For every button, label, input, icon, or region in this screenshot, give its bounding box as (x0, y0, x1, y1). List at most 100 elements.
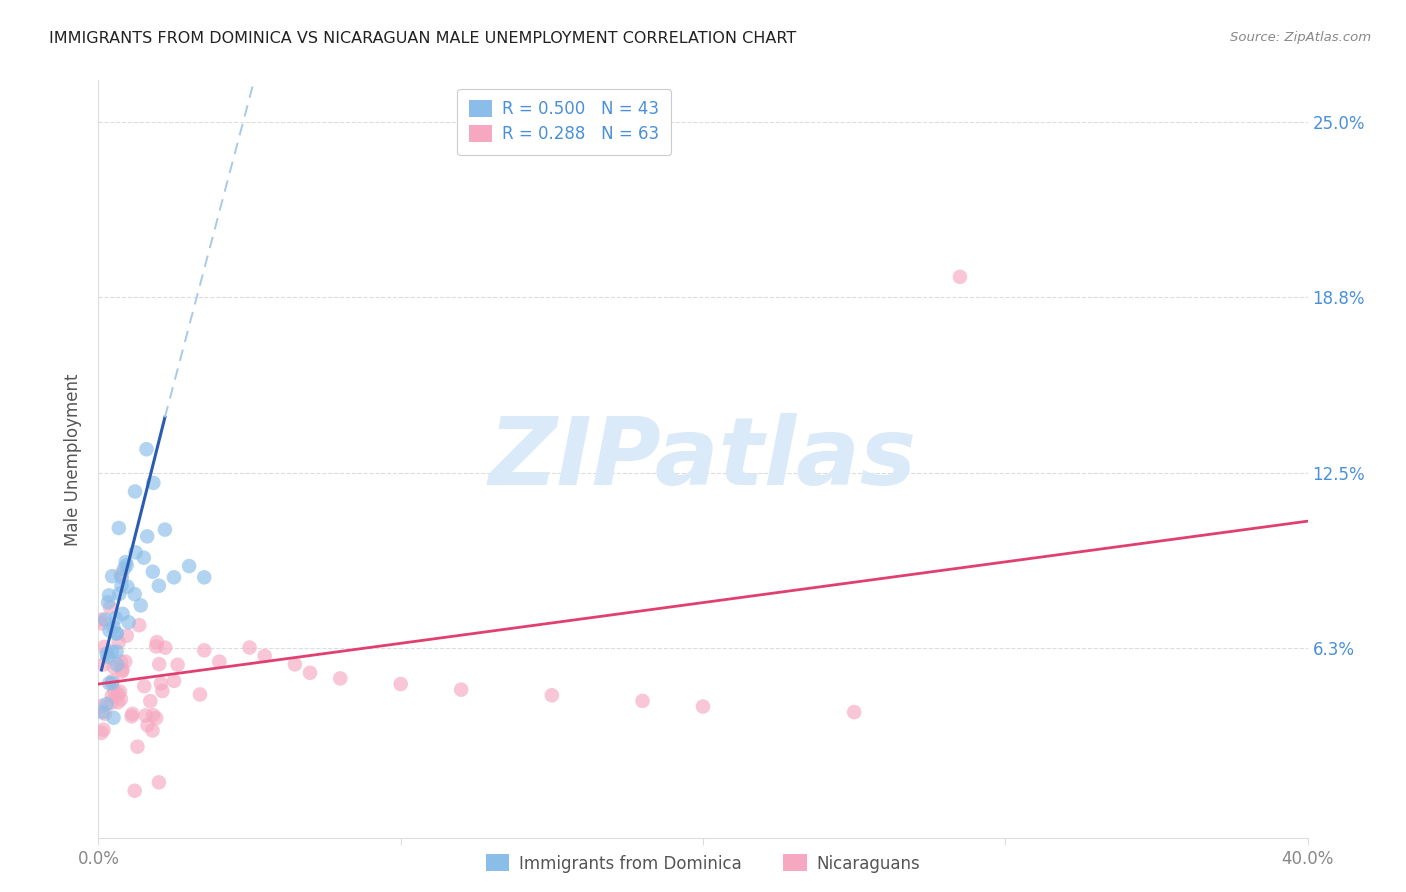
Point (103, 684, 125, 698)
Point (115, 558, 138, 573)
Point (136, 529, 159, 543)
Point (124, 484, 146, 499)
Point (101, 569, 124, 583)
Point (142, 565, 165, 579)
Legend: R = 0.500   N = 43, R = 0.288   N = 63: R = 0.500 N = 43, R = 0.288 N = 63 (457, 88, 671, 155)
Point (94, 613, 117, 627)
Point (153, 523, 176, 537)
Point (111, 665, 134, 679)
Point (110, 567, 132, 582)
Point (193, 643, 215, 657)
Point (111, 663, 134, 677)
Point (142, 708, 165, 723)
Point (105, 645, 128, 659)
Point (145, 711, 167, 725)
Point (135, 442, 157, 457)
Point (101, 645, 124, 659)
Y-axis label: Male Unemployment: Male Unemployment (65, 373, 83, 546)
Point (93, 657, 115, 672)
Point (98, 600, 121, 615)
Point (110, 655, 132, 669)
Point (692, 699, 714, 714)
Point (107, 635, 129, 649)
Text: Source: ZipAtlas.com: Source: ZipAtlas.com (1230, 31, 1371, 45)
Point (111, 570, 134, 584)
Point (96, 647, 118, 661)
Point (107, 521, 129, 535)
Point (179, 559, 201, 574)
Point (141, 723, 163, 738)
Point (208, 655, 231, 669)
Point (121, 709, 143, 723)
Point (97, 595, 120, 609)
Point (121, 706, 143, 721)
Point (111, 607, 134, 621)
Point (844, 705, 866, 719)
Point (104, 611, 127, 625)
Point (299, 665, 322, 680)
Point (949, 269, 972, 284)
Point (103, 620, 125, 634)
Point (389, 677, 412, 691)
Point (108, 587, 131, 601)
Point (90, 613, 112, 627)
Point (631, 694, 654, 708)
Point (142, 475, 165, 490)
Legend: Immigrants from Dominica, Nicaraguans: Immigrants from Dominica, Nicaraguans (479, 847, 927, 880)
Point (98, 588, 121, 602)
Point (124, 783, 146, 797)
Point (149, 676, 172, 690)
Point (108, 684, 131, 698)
Point (98, 676, 121, 690)
Point (139, 694, 162, 708)
Point (114, 655, 136, 669)
Point (94, 706, 117, 721)
Point (117, 580, 139, 594)
Point (132, 550, 155, 565)
Point (540, 688, 562, 702)
Point (112, 562, 135, 576)
Point (128, 618, 150, 632)
Point (103, 711, 125, 725)
Point (115, 629, 138, 643)
Point (101, 689, 124, 703)
Point (329, 672, 352, 686)
Point (101, 676, 124, 690)
Point (284, 657, 307, 672)
Point (97, 649, 120, 664)
Point (114, 555, 136, 569)
Point (90, 698, 112, 713)
Point (148, 579, 170, 593)
Point (96, 697, 118, 711)
Point (105, 657, 128, 672)
Point (118, 615, 141, 630)
Point (124, 545, 146, 559)
Text: ZIPatlas: ZIPatlas (489, 413, 917, 506)
Point (100, 696, 122, 710)
Point (110, 692, 132, 706)
Point (450, 682, 472, 697)
Point (155, 640, 177, 655)
Point (145, 640, 167, 654)
Point (103, 660, 125, 674)
Point (136, 718, 159, 732)
Point (101, 673, 124, 688)
Point (105, 626, 128, 640)
Point (148, 657, 170, 672)
Point (253, 648, 276, 663)
Point (93, 640, 115, 654)
Point (107, 695, 129, 709)
Point (134, 679, 156, 693)
Point (146, 635, 169, 649)
Point (193, 570, 215, 584)
Text: IMMIGRANTS FROM DOMINICA VS NICARAGUAN MALE UNEMPLOYMENT CORRELATION CHART: IMMIGRANTS FROM DOMINICA VS NICARAGUAN M… (49, 31, 796, 46)
Point (90, 726, 112, 740)
Point (150, 684, 173, 698)
Point (163, 570, 186, 584)
Point (127, 739, 149, 754)
Point (90, 616, 112, 631)
Point (163, 673, 186, 688)
Point (188, 688, 211, 702)
Point (91, 705, 114, 719)
Point (124, 587, 146, 601)
